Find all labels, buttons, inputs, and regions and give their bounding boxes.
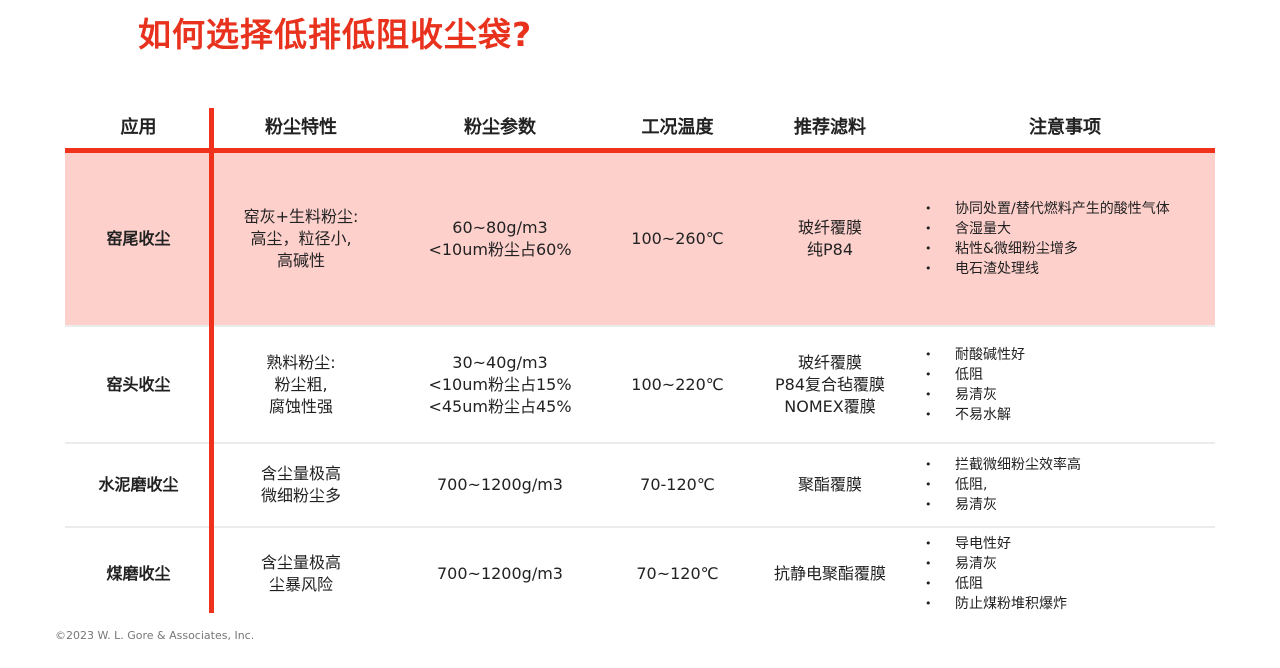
header-recommended-media: 推荐滤料: [794, 117, 866, 138]
cell-line: 聚酯覆膜: [797, 475, 862, 494]
list-item: 易清灰: [925, 554, 1067, 574]
list-item: 电石渣处理线: [925, 259, 1170, 279]
cell-line: 腐蚀性强: [268, 396, 333, 416]
row-divider: [65, 526, 1215, 528]
application-cell: 窑尾收尘: [65, 153, 212, 325]
list-item: 含湿量大: [925, 219, 1170, 239]
application-cell: 煤磨收尘: [65, 528, 212, 620]
table-header-row: 应用 粉尘特性 粉尘参数 工况温度 推荐滤料 注意事项: [65, 108, 1215, 148]
cell-text: 窑尾收尘: [106, 229, 171, 248]
application-cell: 水泥磨收尘: [65, 444, 212, 526]
list-item: 拦截微细粉尘效率高: [925, 455, 1081, 475]
cell-line: 微细粉尘多: [260, 486, 341, 505]
list-item: 不易水解: [925, 405, 1025, 425]
header-dust-characteristics: 粉尘特性: [265, 117, 337, 138]
notes-cell: 耐酸碱性好低阻易清灰不易水解: [915, 327, 1215, 442]
dust-parameters-cell: 700~1200g/m3: [390, 528, 610, 620]
cell-line: <45um粉尘占45%: [428, 396, 572, 416]
notes-list: 协同处置/替代燃料产生的酸性气体含湿量大粘性&微细粉尘增多电石渣处理线: [925, 199, 1170, 279]
header-application: 应用: [120, 117, 157, 138]
cell-text: 窑头收尘: [106, 374, 171, 394]
temperature-cell: 100~260℃: [610, 153, 745, 325]
list-item: 低阻: [925, 365, 1025, 385]
dust-characteristics-cell: 窑灰+生料粉尘: 高尘，粒径小, 高碱性: [212, 153, 390, 325]
cell-line: 700~1200g/m3: [437, 475, 563, 494]
temperature-cell: 70-120℃: [610, 444, 745, 526]
recommended-media-cell: 聚酯覆膜: [745, 444, 915, 526]
cell-line: 高尘，粒径小,: [250, 229, 352, 248]
recommended-media-cell: 玻纤覆膜纯P84: [745, 153, 915, 325]
cell-line: 高碱性: [276, 251, 325, 270]
notes-cell: 导电性好易清灰低阻防止煤粉堆积爆炸: [915, 528, 1215, 620]
dust-parameters-cell: 700~1200g/m3: [390, 444, 610, 526]
header-dust-parameters: 粉尘参数: [464, 117, 536, 138]
cell-line: 抗静电聚酯覆膜: [773, 564, 886, 583]
cell-line: 熟料粉尘:: [266, 352, 336, 372]
cell-line: 玻纤覆膜: [797, 218, 862, 237]
notes-list: 拦截微细粉尘效率高低阻,易清灰: [925, 455, 1081, 515]
cell-line: NOMEX覆膜: [784, 396, 876, 416]
recommended-media-cell: 玻纤覆膜 P84复合毡覆膜 NOMEX覆膜: [745, 327, 915, 442]
page-title: 如何选择低排低阻收尘袋?: [138, 15, 533, 54]
cell-line: 纯P84: [806, 240, 853, 259]
column-divider: [209, 108, 214, 613]
cell-text: 70-120℃: [640, 475, 715, 494]
notes-list: 导电性好易清灰低阻防止煤粉堆积爆炸: [925, 534, 1067, 614]
copyright-footer: ©2023 W. L. Gore & Associates, Inc.: [55, 629, 255, 642]
notes-list: 耐酸碱性好低阻易清灰不易水解: [925, 345, 1025, 425]
cell-line: <10um粉尘占15%: [428, 374, 572, 394]
header-notes: 注意事项: [1029, 117, 1101, 138]
cell-line: <10um粉尘占60%: [428, 240, 572, 259]
recommended-media-cell: 抗静电聚酯覆膜: [745, 528, 915, 620]
cell-line: 700~1200g/m3: [437, 564, 563, 583]
cell-line: P84复合毡覆膜: [774, 374, 885, 394]
temperature-cell: 100~220℃: [610, 327, 745, 442]
list-item: 耐酸碱性好: [925, 345, 1025, 365]
cell-line: 尘暴风险: [268, 575, 333, 594]
header-temperature: 工况温度: [641, 117, 714, 138]
cell-text: 70~120℃: [636, 564, 719, 583]
dust-characteristics-cell: 熟料粉尘: 粉尘粗, 腐蚀性强: [212, 327, 390, 442]
dust-parameters-cell: 60~80g/m3 <10um粉尘占60%: [390, 153, 610, 325]
cell-text: 煤磨收尘: [106, 564, 171, 583]
filter-selection-table: 应用 粉尘特性 粉尘参数 工况温度 推荐滤料 注意事项 窑尾收尘 窑灰+生料粉尘:…: [65, 108, 1215, 620]
cell-line: 60~80g/m3: [452, 218, 548, 237]
row-divider: [65, 442, 1215, 444]
list-item: 低阻: [925, 574, 1067, 594]
application-cell: 窑头收尘: [65, 327, 212, 442]
cell-text: 水泥磨收尘: [98, 475, 179, 494]
list-item: 低阻,: [925, 475, 1081, 495]
cell-line: 含尘量极高: [260, 464, 341, 483]
cell-text: 100~220℃: [631, 374, 724, 394]
list-item: 导电性好: [925, 534, 1067, 554]
dust-parameters-cell: 30~40g/m3 <10um粉尘占15% <45um粉尘占45%: [390, 327, 610, 442]
table-row: 窑头收尘 熟料粉尘: 粉尘粗, 腐蚀性强 30~40g/m3 <10um粉尘占15% <45…: [65, 327, 1215, 442]
list-item: 协同处置/替代燃料产生的酸性气体: [925, 199, 1170, 219]
cell-line: 玻纤覆膜: [797, 352, 862, 372]
row-divider: [65, 325, 1215, 327]
list-item: 易清灰: [925, 495, 1081, 515]
dust-characteristics-cell: 含尘量极高微细粉尘多: [212, 444, 390, 526]
dust-characteristics-cell: 含尘量极高 尘暴风险: [212, 528, 390, 620]
notes-cell: 拦截微细粉尘效率高低阻,易清灰: [915, 444, 1215, 526]
list-item: 粘性&微细粉尘增多: [925, 239, 1170, 259]
list-item: 易清灰: [925, 385, 1025, 405]
table-row: 窑尾收尘 窑灰+生料粉尘: 高尘，粒径小, 高碱性 60~80g/m3 <10um粉尘占6…: [65, 153, 1215, 325]
cell-line: 窑灰+生料粉尘:: [243, 207, 359, 226]
cell-line: 粉尘粗,: [274, 374, 328, 394]
cell-line: 30~40g/m3: [452, 352, 548, 372]
header-divider: [65, 148, 1215, 153]
notes-cell: 协同处置/替代燃料产生的酸性气体含湿量大粘性&微细粉尘增多电石渣处理线: [915, 153, 1215, 325]
cell-line: 含尘量极高: [260, 553, 341, 572]
list-item: 防止煤粉堆积爆炸: [925, 594, 1067, 614]
cell-text: 100~260℃: [631, 229, 724, 248]
temperature-cell: 70~120℃: [610, 528, 745, 620]
